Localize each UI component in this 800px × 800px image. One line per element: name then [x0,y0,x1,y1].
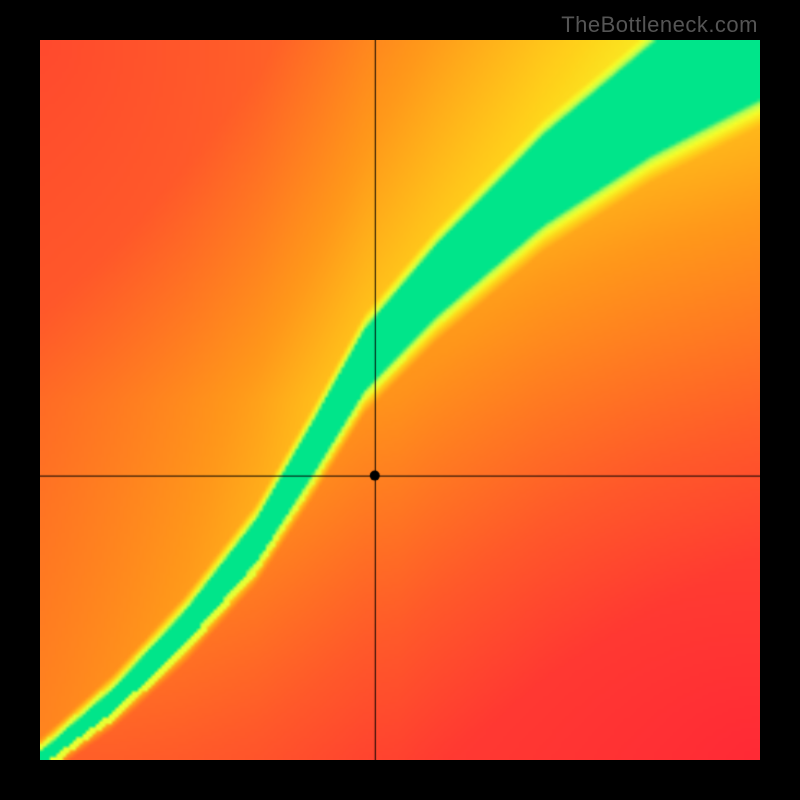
chart-stage: TheBottleneck.com [0,0,800,800]
watermark-text: TheBottleneck.com [561,12,758,38]
bottleneck-heatmap-canvas [40,40,760,760]
